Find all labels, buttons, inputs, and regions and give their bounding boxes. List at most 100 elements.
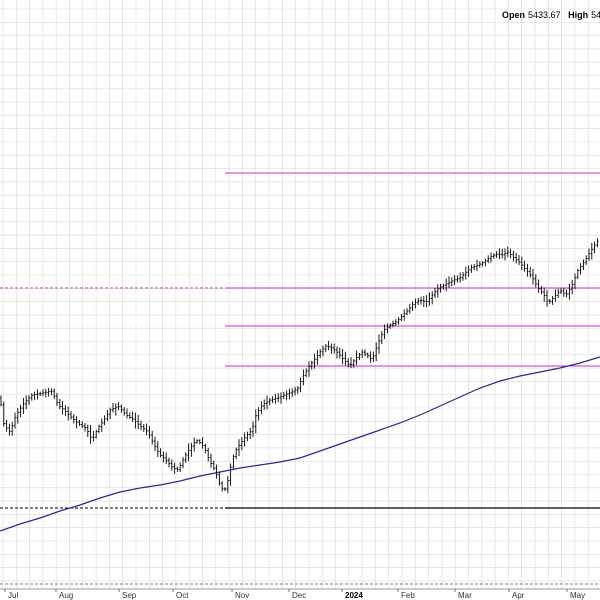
price-bar: [344, 351, 347, 366]
price-bar: [195, 439, 199, 444]
price-bar: [319, 349, 322, 359]
price-bar: [579, 263, 582, 275]
price-bar: [389, 323, 392, 329]
price-bar: [383, 324, 386, 340]
price-bar: [464, 266, 467, 280]
price-bar: [139, 420, 143, 431]
price-bar: [492, 253, 495, 259]
price-bar: [341, 348, 344, 365]
price-bar: [403, 309, 406, 321]
price-bars: [0, 238, 599, 494]
price-bar: [58, 398, 61, 410]
x-tick-label: Jul: [8, 591, 18, 600]
price-bar: [481, 261, 484, 267]
price-bar: [509, 248, 512, 259]
price-bar: [456, 275, 459, 283]
price-bar: [179, 462, 182, 472]
price-bar: [523, 260, 526, 272]
price-bar: [517, 255, 521, 266]
price-bar: [36, 389, 39, 400]
price-bar: [333, 343, 336, 354]
price-bar: [81, 421, 84, 428]
price-bar: [422, 295, 425, 307]
price-bar: [246, 431, 249, 442]
price-bar: [16, 408, 19, 424]
price-bar: [2, 401, 5, 427]
price-bar: [204, 443, 207, 454]
price-bar: [265, 395, 269, 410]
price-bar: [41, 389, 45, 397]
price-bar: [198, 439, 201, 445]
price-bar: [22, 397, 25, 414]
price-bar: [512, 250, 515, 262]
price-bar: [251, 421, 255, 437]
horizontal-levels: [0, 172, 600, 590]
price-bar: [223, 487, 227, 492]
price-bar: [106, 409, 109, 422]
price-bar: [498, 248, 501, 260]
price-bar: [5, 419, 8, 432]
moving-average-line: [0, 356, 600, 532]
price-bar: [134, 412, 137, 429]
price-bar: [293, 386, 297, 396]
price-bar: [103, 415, 106, 426]
price-bar: [212, 460, 215, 471]
price-bar: [296, 386, 299, 394]
price-bar: [277, 393, 280, 403]
price-bar: [366, 352, 369, 359]
x-tick-label: Mar: [458, 591, 472, 600]
price-bar: [125, 408, 129, 419]
price-bar: [69, 411, 73, 420]
price-bar: [571, 279, 574, 295]
price-bar: [316, 349, 319, 365]
price-bar: [226, 476, 229, 494]
price-bar: [268, 397, 271, 406]
price-bar: [55, 392, 59, 407]
price-bar: [240, 437, 243, 451]
price-bar: [324, 343, 327, 353]
price-bar: [503, 248, 507, 261]
price-bar: [64, 405, 67, 416]
price-bar: [520, 256, 523, 271]
price-bar: [445, 278, 448, 292]
price-bar: [89, 424, 92, 444]
price-bar: [310, 360, 313, 370]
price-bar: [531, 268, 535, 285]
price-bar: [515, 252, 518, 264]
price-bar: [170, 459, 173, 471]
x-tick-label: Dec: [292, 591, 306, 600]
price-bar: [95, 429, 98, 439]
x-tick-label: Feb: [401, 591, 415, 600]
x-tick-label: May: [570, 591, 585, 600]
x-axis: Jul Aug Sep Oct Nov Dec 2024 Feb Mar Apr May: [4, 589, 585, 600]
price-bar: [25, 395, 28, 410]
x-tick-label: Nov: [235, 591, 249, 600]
price-bar: [148, 425, 151, 439]
open-value: 5433.67: [528, 10, 561, 20]
price-bar: [417, 297, 420, 305]
price-bar: [587, 248, 591, 261]
price-bar: [190, 442, 193, 457]
price-bar: [347, 358, 350, 368]
price-bar: [352, 359, 355, 368]
price-bar: [557, 288, 560, 299]
price-bar: [83, 423, 87, 432]
price-bar: [151, 430, 154, 445]
price-bar: [305, 368, 308, 378]
price-bar: [548, 298, 551, 304]
price-bar: [338, 347, 341, 359]
price-bar: [128, 412, 131, 420]
price-bar: [75, 416, 78, 429]
price-bar: [30, 392, 33, 401]
price-bar: [473, 264, 476, 271]
high-label: High: [568, 10, 589, 20]
price-bar: [288, 388, 291, 400]
price-bar: [218, 471, 221, 486]
price-bar: [484, 258, 487, 267]
price-bar: [537, 279, 540, 293]
price-bar: [450, 277, 453, 287]
price-bar: [327, 340, 330, 351]
price-bar: [501, 248, 504, 259]
price-bar: [109, 407, 112, 420]
